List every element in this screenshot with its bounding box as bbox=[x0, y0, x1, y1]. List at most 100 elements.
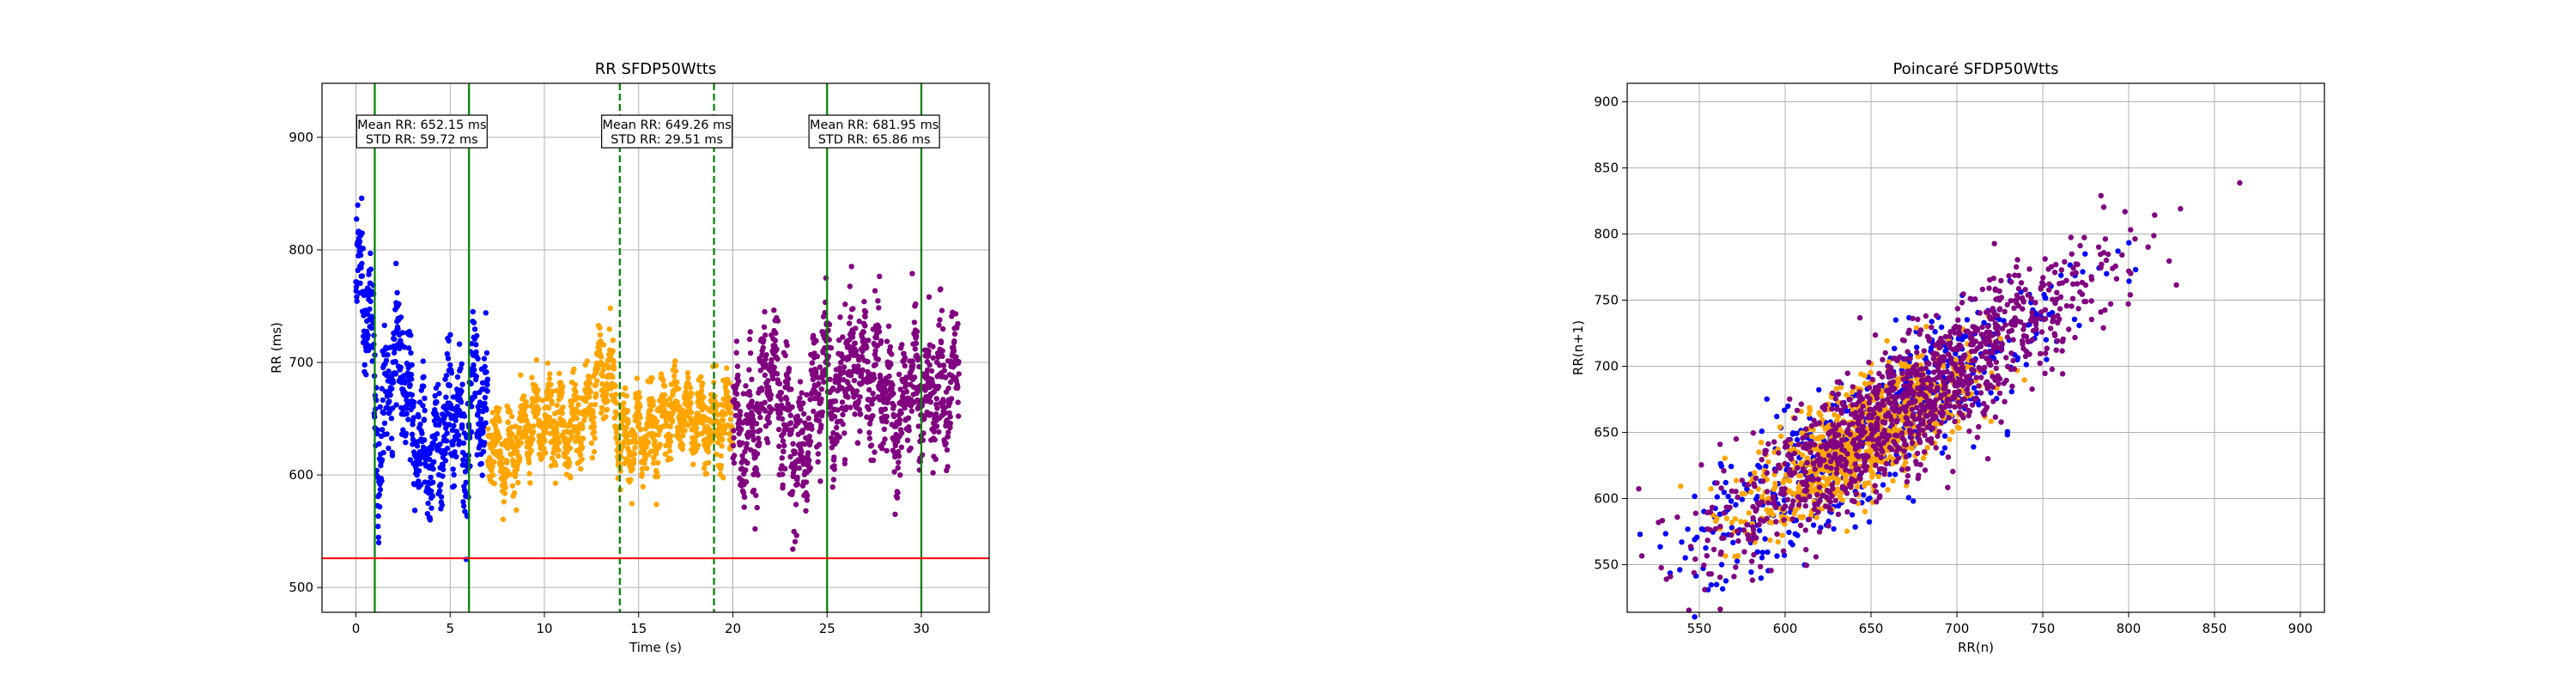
rr-point bbox=[508, 413, 515, 420]
rr-point bbox=[555, 435, 562, 441]
rr-point bbox=[612, 383, 618, 390]
rr-point bbox=[779, 455, 785, 461]
rr-point bbox=[750, 416, 756, 423]
poincare-point bbox=[1820, 474, 1826, 481]
poincare-point bbox=[1996, 306, 2003, 312]
rr-point bbox=[882, 406, 889, 412]
rr-point bbox=[886, 373, 892, 380]
rr-point bbox=[523, 403, 530, 410]
rr-point bbox=[857, 410, 864, 417]
rr-point bbox=[499, 460, 505, 467]
rr-point bbox=[554, 402, 560, 409]
rr-point bbox=[818, 386, 824, 392]
poincare-point bbox=[2069, 271, 2075, 277]
poincare-point bbox=[1704, 538, 1710, 544]
rr-point bbox=[532, 383, 538, 389]
poincare-point bbox=[1718, 562, 1725, 568]
rr-point bbox=[875, 356, 881, 362]
rr-point bbox=[598, 404, 605, 410]
rr-point bbox=[444, 445, 451, 452]
poincare-point bbox=[1847, 431, 1853, 437]
rr-point bbox=[543, 450, 549, 456]
poincare-point bbox=[1823, 503, 1829, 509]
rr-point bbox=[735, 402, 741, 409]
rr-point bbox=[398, 364, 404, 370]
poincare-point bbox=[1826, 475, 1832, 481]
poincare-point bbox=[1853, 490, 1860, 496]
rr-point bbox=[388, 435, 395, 441]
rr-point bbox=[580, 435, 586, 441]
rr-point bbox=[598, 410, 605, 416]
rr-point bbox=[914, 328, 920, 335]
rr-point bbox=[765, 378, 771, 384]
rr-point bbox=[460, 440, 467, 447]
rr-point bbox=[484, 381, 490, 388]
poincare-point bbox=[2023, 362, 2029, 368]
rr-point bbox=[840, 334, 846, 340]
rr-point bbox=[530, 423, 537, 429]
rr-point bbox=[736, 416, 743, 423]
rr-point bbox=[898, 410, 904, 416]
rr-point bbox=[623, 424, 629, 431]
rr-point bbox=[650, 460, 657, 466]
rr-point bbox=[876, 305, 882, 311]
rr-point bbox=[489, 467, 495, 474]
poincare-point bbox=[1800, 514, 1807, 520]
rr-point bbox=[438, 494, 445, 500]
poincare-point bbox=[1868, 369, 1874, 376]
rr-point bbox=[414, 472, 420, 478]
rr-point bbox=[408, 350, 414, 356]
rr-point bbox=[417, 460, 423, 467]
rr-point bbox=[687, 385, 694, 391]
rr-point bbox=[835, 407, 841, 413]
poincare-point bbox=[2029, 386, 2035, 392]
rr-point bbox=[794, 474, 800, 481]
rr-point bbox=[833, 424, 840, 431]
rr-point bbox=[798, 406, 804, 412]
poincare-point bbox=[2004, 432, 2010, 438]
rr-point bbox=[908, 408, 915, 414]
rr-point bbox=[895, 448, 902, 455]
rr-point bbox=[885, 323, 892, 329]
rr-point bbox=[816, 417, 822, 424]
poincare-point bbox=[2008, 388, 2014, 395]
rr-point bbox=[730, 442, 737, 449]
rr-point bbox=[368, 250, 374, 257]
rr-point bbox=[546, 415, 552, 421]
rr-point bbox=[848, 373, 854, 379]
rr-point bbox=[556, 370, 562, 376]
rr-point bbox=[539, 453, 545, 460]
poincare-point bbox=[1862, 508, 1868, 514]
rr-point bbox=[781, 442, 787, 449]
rr-point bbox=[624, 407, 630, 414]
rr-point bbox=[744, 445, 750, 451]
rr-point bbox=[875, 298, 881, 304]
rr-point bbox=[425, 500, 431, 507]
rr-point bbox=[409, 362, 415, 368]
poincare-point bbox=[1802, 503, 1808, 509]
rr-point bbox=[747, 350, 754, 356]
rr-point bbox=[356, 238, 363, 245]
poincare-point bbox=[1825, 424, 1831, 430]
poincare-point bbox=[1985, 323, 1991, 330]
rr-point bbox=[354, 294, 360, 300]
poincare-point bbox=[1905, 465, 1911, 472]
poincare-point bbox=[2104, 271, 2110, 277]
rr-point bbox=[675, 429, 681, 435]
rr-point bbox=[836, 376, 842, 382]
rr-point bbox=[662, 392, 668, 398]
rr-point bbox=[386, 368, 392, 374]
poincare-point bbox=[1929, 319, 1935, 325]
poincare-point bbox=[1890, 477, 1896, 483]
rr-point bbox=[511, 489, 518, 496]
rr-point bbox=[587, 389, 593, 395]
poincare-point bbox=[1746, 510, 1753, 516]
rr-point bbox=[699, 380, 706, 386]
rr-point bbox=[896, 453, 902, 459]
rr-point bbox=[509, 431, 515, 437]
rr-point bbox=[775, 426, 782, 433]
rr-point bbox=[508, 424, 515, 430]
rr-point bbox=[623, 392, 629, 399]
rr-point bbox=[829, 445, 835, 451]
